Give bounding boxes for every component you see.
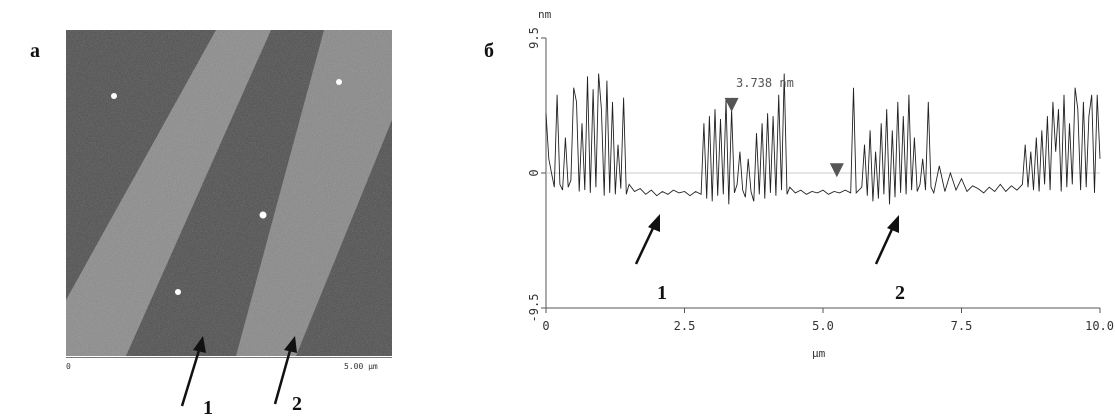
y-tick-label: 0 [527, 169, 541, 176]
x-axis-unit: µm [812, 347, 826, 360]
profile-line [545, 73, 1101, 205]
x-tick-label: 0 [542, 319, 549, 333]
arrow-1-label-a: 1 [203, 397, 213, 419]
afm-bright-spot [259, 211, 267, 219]
cursor-markers [724, 97, 844, 178]
y-ticks: 9.5 0 -9.5 [527, 27, 546, 322]
panel-b-letter: б [484, 40, 494, 62]
cursor-marker [724, 97, 739, 112]
arrow-1-shaft-b [634, 225, 656, 265]
arrow-2-head-b [887, 215, 899, 233]
measurement-label: 3.738 nm [736, 76, 794, 90]
x-tick-label: 10.0 [1085, 319, 1114, 333]
arrow-1-head-b [648, 214, 660, 232]
panel-a-letter: а [30, 40, 40, 62]
y-axis-unit: nm [538, 8, 552, 21]
y-tick-label: -9.5 [527, 294, 541, 323]
arrow-2-shaft-b [874, 226, 895, 265]
afm-scale-axis [66, 357, 392, 358]
afm-scale-start: 0 [66, 362, 71, 371]
arrow-2-label-b: 2 [895, 282, 905, 304]
afm-bright-spot [175, 289, 181, 295]
afm-scale-end: 5.00 µm [344, 362, 378, 371]
arrow-2-label-a: 2 [292, 393, 302, 415]
afm-image-svg [66, 30, 392, 356]
y-tick-label: 9.5 [527, 27, 541, 49]
x-tick-label: 7.5 [951, 319, 973, 333]
cursor-marker [829, 163, 844, 178]
x-ticks: 0 2.5 5.0 7.5 10.0 [542, 308, 1114, 333]
afm-bright-spot [336, 79, 342, 85]
x-tick-label: 2.5 [674, 319, 696, 333]
afm-topography-image [66, 30, 392, 356]
afm-bright-spot [111, 93, 117, 99]
x-tick-label: 5.0 [812, 319, 834, 333]
arrow-1-label-b: 1 [657, 282, 667, 304]
